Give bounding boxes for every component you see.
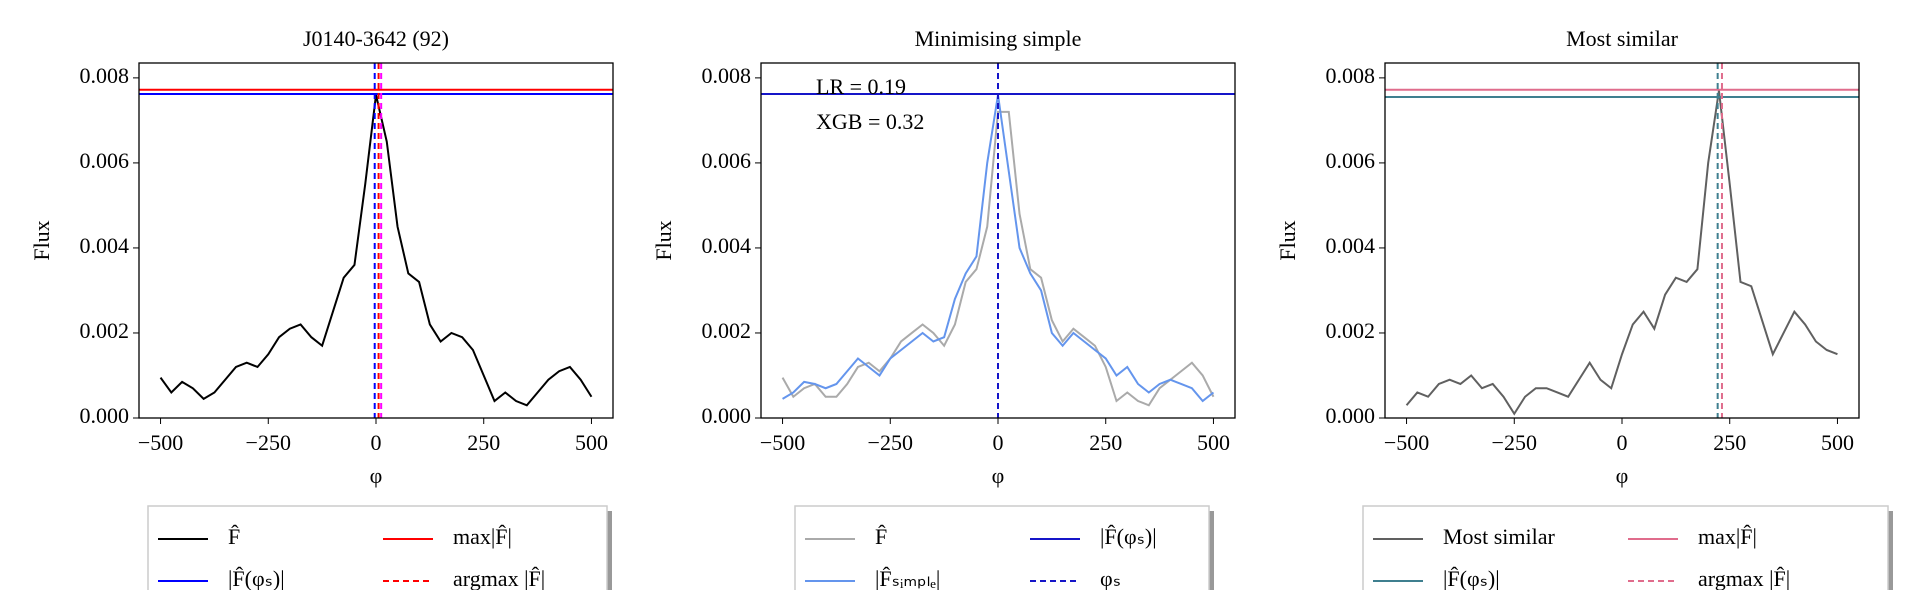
x-tick-label: 250 bbox=[467, 430, 500, 455]
legend: F̂ |F̂(φₛ)| max|F̂| argmax |F̂| bbox=[147, 505, 612, 590]
y-tick-label: 0.002 bbox=[1326, 318, 1376, 343]
legend-label: |F̂(φₛ)| bbox=[228, 566, 285, 590]
legend-label: F̂ bbox=[228, 524, 240, 549]
subplot-title: Most similar bbox=[1566, 26, 1679, 51]
legend-label: φₛ bbox=[1100, 566, 1121, 590]
annotation: XGB = 0.32 bbox=[816, 109, 924, 134]
legend-frame bbox=[147, 505, 608, 590]
y-tick-label: 0.000 bbox=[1326, 403, 1376, 428]
y-tick-label: 0.004 bbox=[702, 233, 752, 258]
y-tick-label: 0.002 bbox=[80, 318, 130, 343]
x-axis-label: φ bbox=[1616, 463, 1629, 488]
x-axis-label: φ bbox=[992, 463, 1005, 488]
legend-label: F̂ bbox=[875, 524, 887, 549]
legend-label: |F̂ₛᵢₘₚₗₑ| bbox=[875, 566, 940, 590]
legend-label: |F̂(φₛ)| bbox=[1100, 524, 1157, 549]
y-tick-label: 0.008 bbox=[1326, 63, 1376, 88]
x-tick-label: 500 bbox=[575, 430, 608, 455]
legend-label: |F̂(φₛ)| bbox=[1443, 566, 1500, 590]
series-line bbox=[781, 110, 1215, 407]
y-tick-label: 0.004 bbox=[1326, 233, 1376, 258]
legend-label: argmax |F̂| bbox=[1698, 566, 1790, 590]
legend-label: argmax |F̂| bbox=[453, 566, 545, 590]
legend-frame bbox=[1362, 505, 1889, 590]
axes-frame bbox=[760, 62, 1236, 419]
legend-label: Most similar bbox=[1443, 524, 1556, 549]
x-tick-label: −250 bbox=[868, 430, 913, 455]
x-tick-label: 500 bbox=[1197, 430, 1230, 455]
x-tick-label: 0 bbox=[993, 430, 1004, 455]
x-tick-label: 0 bbox=[371, 430, 382, 455]
legend: Most similar |F̂(φₛ)| max|F̂| argmax |F̂| bbox=[1362, 505, 1893, 590]
x-tick-label: −250 bbox=[1492, 430, 1537, 455]
y-axis-label: Flux bbox=[651, 220, 676, 260]
y-tick-label: 0.006 bbox=[80, 148, 130, 173]
x-tick-label: −250 bbox=[246, 430, 291, 455]
y-tick-label: 0.006 bbox=[702, 148, 752, 173]
x-tick-label: 500 bbox=[1821, 430, 1854, 455]
subplot-title: Minimising simple bbox=[915, 26, 1082, 51]
x-tick-label: −500 bbox=[760, 430, 805, 455]
y-tick-label: 0.002 bbox=[702, 318, 752, 343]
series-line bbox=[1405, 90, 1838, 416]
subplot: J0140-3642 (92) Flux φ −500 −250 0 250 500 0.000… bbox=[29, 26, 614, 590]
subplot-title: J0140-3642 (92) bbox=[303, 26, 449, 51]
legend-frame bbox=[794, 505, 1210, 590]
y-tick-label: 0.008 bbox=[80, 63, 130, 88]
x-tick-label: 250 bbox=[1089, 430, 1122, 455]
y-axis-label: Flux bbox=[1275, 220, 1300, 260]
subplot: Most similar Flux φ −500 −250 0 250 500 0.000 0.0… bbox=[1275, 26, 1893, 590]
subplot: Minimising simple Flux φ −500 −250 0 250 500 0.0… bbox=[651, 26, 1236, 590]
axes-frame bbox=[138, 62, 614, 419]
y-tick-label: 0.004 bbox=[80, 233, 130, 258]
y-tick-label: 0.008 bbox=[702, 63, 752, 88]
annotation: LR = 0.19 bbox=[816, 74, 906, 99]
axes-frame bbox=[1384, 62, 1860, 419]
y-tick-label: 0.000 bbox=[702, 403, 752, 428]
y-tick-label: 0.006 bbox=[1326, 148, 1376, 173]
x-tick-label: 250 bbox=[1713, 430, 1746, 455]
legend-label: max|F̂| bbox=[1698, 524, 1757, 549]
y-axis-label: Flux bbox=[29, 220, 54, 260]
x-tick-label: −500 bbox=[138, 430, 183, 455]
y-tick-label: 0.000 bbox=[80, 403, 130, 428]
legend: F̂ |F̂ₛᵢₘₚₗₑ| |F̂(φₛ)| φₛ bbox=[794, 505, 1214, 590]
x-tick-label: 0 bbox=[1617, 430, 1628, 455]
x-axis-label: φ bbox=[370, 463, 383, 488]
legend-label: max|F̂| bbox=[453, 524, 512, 549]
x-tick-label: −500 bbox=[1384, 430, 1429, 455]
series-line bbox=[159, 94, 593, 407]
